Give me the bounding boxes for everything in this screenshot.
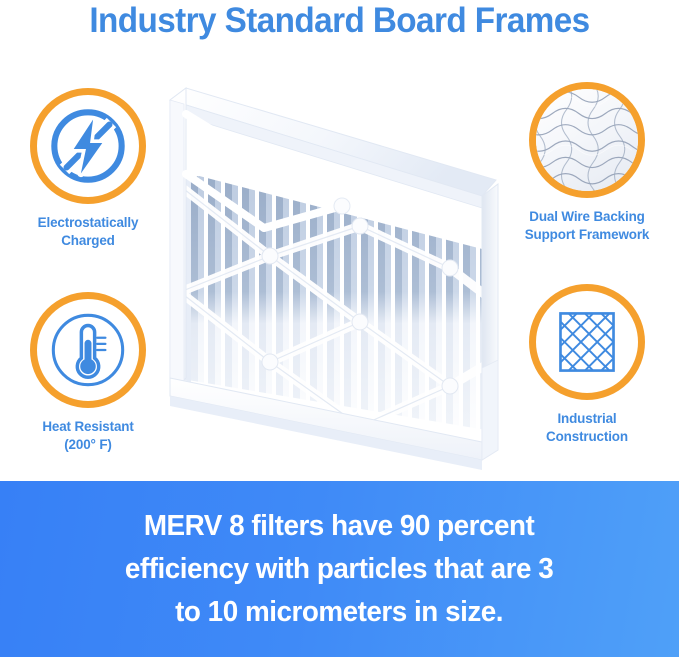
feature-label-line1: Heat Resistant <box>42 418 134 434</box>
merv-rating-banner: MERV 8 filters have 90 percent efficienc… <box>0 481 679 657</box>
badge-ring <box>529 82 645 198</box>
feature-label: Heat Resistant (200° F) <box>4 417 173 453</box>
feature-industrial-construction: Industrial Construction <box>495 284 679 445</box>
feature-heat-resistant: Heat Resistant (200° F) <box>0 292 176 453</box>
wire-mesh-photo-icon <box>536 89 638 191</box>
feature-label-line1: Dual Wire Backing <box>529 208 645 224</box>
product-image-air-filter <box>146 78 516 476</box>
banner-line-1: MERV 8 filters have 90 percent <box>144 509 535 542</box>
banner-line-2: efficiency with particles that are 3 <box>125 552 554 585</box>
feature-label-line2: (200° F) <box>64 436 112 452</box>
feature-label-line2: Construction <box>546 428 628 444</box>
feature-label-line1: Electrostatically <box>37 214 139 230</box>
feature-label: Electrostatically Charged <box>4 213 173 249</box>
feature-label: Industrial Construction <box>499 409 676 445</box>
feature-label-line2: Support Framework <box>524 226 650 242</box>
lattice-grid-frame-icon <box>559 312 615 372</box>
feature-label-line1: Industrial <box>557 410 617 426</box>
banner-text: MERV 8 filters have 90 percent efficienc… <box>125 505 554 634</box>
feature-label: Dual Wire Backing Support Framework <box>499 207 676 243</box>
thermometer-icon <box>51 313 125 387</box>
feature-label-line2: Charged <box>61 232 115 248</box>
badge-ring <box>529 284 645 400</box>
feature-electrostatically-charged: Electrostatically Charged <box>0 88 176 249</box>
page-title: Industry Standard Board Frames <box>89 1 590 40</box>
badge-ring <box>30 88 146 204</box>
banner-line-3: to 10 micrometers in size. <box>175 595 504 628</box>
badge-ring <box>30 292 146 408</box>
feature-dual-wire-backing: Dual Wire Backing Support Framework <box>495 82 679 243</box>
lightning-bolt-no-static-icon <box>51 109 125 183</box>
